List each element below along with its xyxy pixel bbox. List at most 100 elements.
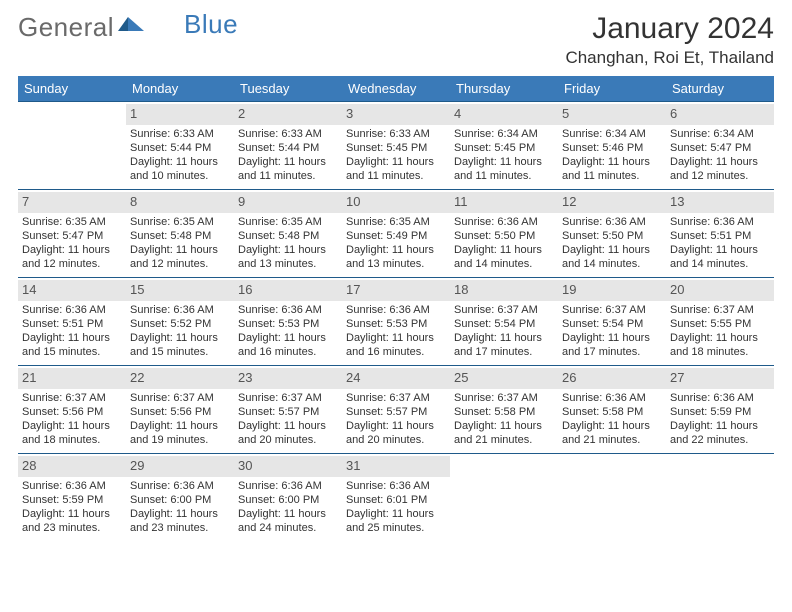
day-number: 31 (342, 456, 450, 477)
day-number: 30 (234, 456, 342, 477)
sunset-text: Sunset: 5:56 PM (22, 405, 122, 419)
weekday-header: Saturday (666, 76, 774, 101)
calendar-cell: 13Sunrise: 6:36 AMSunset: 5:51 PMDayligh… (666, 189, 774, 277)
logo-text-1: General (18, 12, 114, 43)
sunset-text: Sunset: 5:48 PM (130, 229, 230, 243)
sunrise-text: Sunrise: 6:36 AM (238, 303, 338, 317)
sunset-text: Sunset: 5:53 PM (238, 317, 338, 331)
calendar-cell: 0 (558, 453, 666, 541)
day-number: 16 (234, 280, 342, 301)
calendar-cell: 26Sunrise: 6:36 AMSunset: 5:58 PMDayligh… (558, 365, 666, 453)
logo-text-2: Blue (184, 9, 238, 40)
sunset-text: Sunset: 5:54 PM (454, 317, 554, 331)
sunrise-text: Sunrise: 6:34 AM (454, 127, 554, 141)
daylight-text: Daylight: 11 hours (346, 155, 446, 169)
sunrise-text: Sunrise: 6:36 AM (130, 479, 230, 493)
day-number: 1 (126, 104, 234, 125)
day-number: 7 (18, 192, 126, 213)
day-number: 11 (450, 192, 558, 213)
day-number: 18 (450, 280, 558, 301)
daylight-text: and 20 minutes. (346, 433, 446, 447)
calendar-cell: 27Sunrise: 6:36 AMSunset: 5:59 PMDayligh… (666, 365, 774, 453)
calendar-cell: 21 Sunrise: 6:37 AMSunset: 5:56 PMDayligh… (18, 365, 126, 453)
sunset-text: Sunset: 5:57 PM (346, 405, 446, 419)
day-number: 19 (558, 280, 666, 301)
daylight-text: Daylight: 11 hours (670, 331, 770, 345)
calendar-cell: 20Sunrise: 6:37 AMSunset: 5:55 PMDayligh… (666, 277, 774, 365)
day-number: 15 (126, 280, 234, 301)
daylight-text: and 11 minutes. (562, 169, 662, 183)
daylight-text: Daylight: 11 hours (454, 331, 554, 345)
daylight-text: and 17 minutes. (454, 345, 554, 359)
daylight-text: and 14 minutes. (562, 257, 662, 271)
location: Changhan, Roi Et, Thailand (565, 48, 774, 68)
day-number: 25 (450, 368, 558, 389)
day-number: 10 (342, 192, 450, 213)
daylight-text: and 25 minutes. (346, 521, 446, 535)
daylight-text: Daylight: 11 hours (562, 155, 662, 169)
sunset-text: Sunset: 5:49 PM (346, 229, 446, 243)
calendar-cell: 10Sunrise: 6:35 AMSunset: 5:49 PMDayligh… (342, 189, 450, 277)
daylight-text: and 23 minutes. (22, 521, 122, 535)
calendar-cell: 0 (450, 453, 558, 541)
daylight-text: Daylight: 11 hours (22, 419, 122, 433)
sunrise-text: Sunrise: 6:35 AM (346, 215, 446, 229)
weekday-header: Sunday (18, 76, 126, 101)
calendar-body: 01Sunrise: 6:33 AMSunset: 5:44 PMDayligh… (18, 101, 774, 541)
calendar-cell: 7Sunrise: 6:35 AMSunset: 5:47 PMDaylight… (18, 189, 126, 277)
calendar-cell: 19Sunrise: 6:37 AMSunset: 5:54 PMDayligh… (558, 277, 666, 365)
daylight-text: and 21 minutes. (562, 433, 662, 447)
calendar-cell: 12Sunrise: 6:36 AMSunset: 5:50 PMDayligh… (558, 189, 666, 277)
day-number: 28 (18, 456, 126, 477)
daylight-text: and 14 minutes. (454, 257, 554, 271)
sunrise-text: Sunrise: 6:37 AM (346, 391, 446, 405)
sunrise-text: Sunrise: 6:36 AM (562, 215, 662, 229)
calendar-cell: 28Sunrise: 6:36 AMSunset: 5:59 PMDayligh… (18, 453, 126, 541)
daylight-text: Daylight: 11 hours (670, 419, 770, 433)
daylight-text: and 15 minutes. (130, 345, 230, 359)
daylight-text: Daylight: 11 hours (562, 419, 662, 433)
calendar-cell: 25Sunrise: 6:37 AMSunset: 5:58 PMDayligh… (450, 365, 558, 453)
calendar-cell: 11Sunrise: 6:36 AMSunset: 5:50 PMDayligh… (450, 189, 558, 277)
sunset-text: Sunset: 5:44 PM (130, 141, 230, 155)
daylight-text: and 18 minutes. (670, 345, 770, 359)
calendar-cell: 14Sunrise: 6:36 AMSunset: 5:51 PMDayligh… (18, 277, 126, 365)
day-number: 4 (450, 104, 558, 125)
daylight-text: Daylight: 11 hours (130, 419, 230, 433)
sunrise-text: Sunrise: 6:36 AM (22, 479, 122, 493)
day-number: 17 (342, 280, 450, 301)
day-number: 21 (18, 368, 126, 389)
day-number: 26 (558, 368, 666, 389)
sunset-text: Sunset: 5:54 PM (562, 317, 662, 331)
day-number: 12 (558, 192, 666, 213)
daylight-text: and 18 minutes. (22, 433, 122, 447)
sunset-text: Sunset: 5:58 PM (562, 405, 662, 419)
daylight-text: Daylight: 11 hours (670, 155, 770, 169)
day-number: 5 (558, 104, 666, 125)
daylight-text: and 22 minutes. (670, 433, 770, 447)
sunrise-text: Sunrise: 6:36 AM (670, 391, 770, 405)
sunset-text: Sunset: 5:55 PM (670, 317, 770, 331)
calendar-cell: 0 (18, 101, 126, 189)
daylight-text: and 24 minutes. (238, 521, 338, 535)
daylight-text: Daylight: 11 hours (238, 155, 338, 169)
sunset-text: Sunset: 5:48 PM (238, 229, 338, 243)
day-number: 29 (126, 456, 234, 477)
calendar-cell: 29Sunrise: 6:36 AMSunset: 6:00 PMDayligh… (126, 453, 234, 541)
daylight-text: Daylight: 11 hours (130, 155, 230, 169)
daylight-text: and 12 minutes. (670, 169, 770, 183)
day-number: 27 (666, 368, 774, 389)
daylight-text: Daylight: 11 hours (130, 243, 230, 257)
sunset-text: Sunset: 5:46 PM (562, 141, 662, 155)
sunset-text: Sunset: 5:44 PM (238, 141, 338, 155)
daylight-text: and 19 minutes. (130, 433, 230, 447)
calendar-cell: 9Sunrise: 6:35 AMSunset: 5:48 PMDaylight… (234, 189, 342, 277)
daylight-text: and 21 minutes. (454, 433, 554, 447)
daylight-text: Daylight: 11 hours (238, 243, 338, 257)
sunrise-text: Sunrise: 6:37 AM (22, 391, 122, 405)
day-number: 8 (126, 192, 234, 213)
weekday-header: Friday (558, 76, 666, 101)
daylight-text: Daylight: 11 hours (238, 507, 338, 521)
calendar-cell: 6Sunrise: 6:34 AMSunset: 5:47 PMDaylight… (666, 101, 774, 189)
sunset-text: Sunset: 5:47 PM (670, 141, 770, 155)
